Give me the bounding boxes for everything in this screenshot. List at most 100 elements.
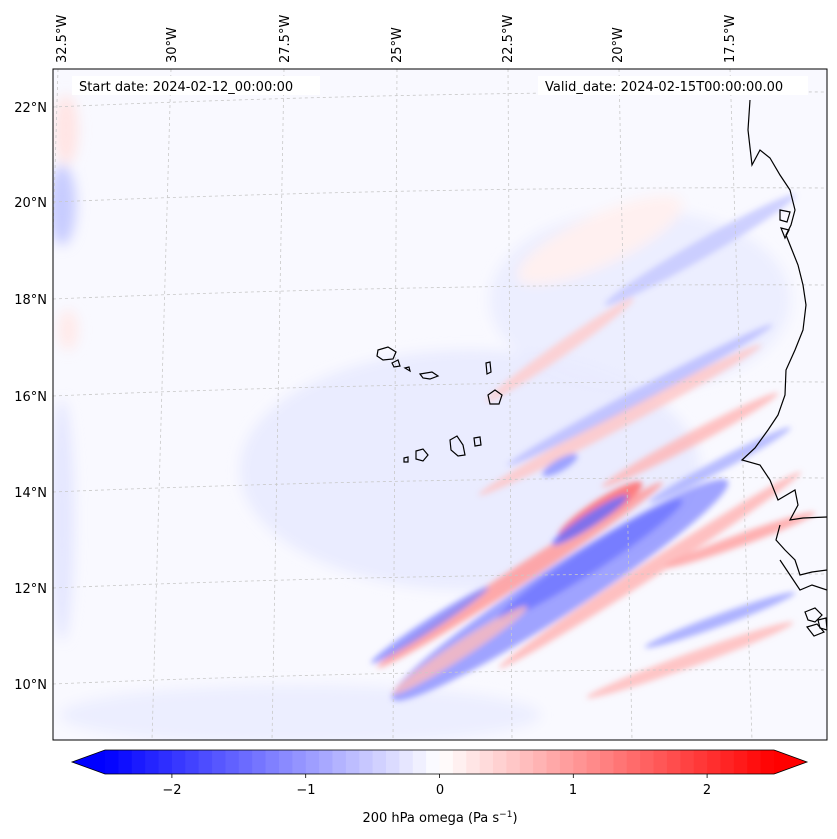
bissagos-islands (804, 607, 823, 623)
parallel-line (53, 284, 827, 300)
omega-subsidence-band (377, 482, 663, 668)
colorbar-cell (145, 750, 160, 774)
cape-verde-fogo (415, 448, 429, 462)
lon-label: 17.5°W (723, 15, 738, 63)
colorbar-cell (399, 750, 414, 774)
colorbar-cell (359, 750, 374, 774)
colorbar-cell (426, 750, 441, 774)
colorbar-cell (506, 750, 521, 774)
valid-date-box (538, 76, 808, 95)
bissagos-islands (817, 617, 827, 631)
omega-weak-ascent (53, 400, 74, 640)
colorbar-cell (613, 750, 628, 774)
colorbar-cell (479, 750, 494, 774)
parallel-line (53, 669, 827, 685)
coast-island (779, 209, 791, 223)
africa-coastline (779, 559, 827, 591)
colorbar-label: 200 hPa omega (Pa s−1) (362, 810, 517, 826)
colorbar-cell (238, 750, 253, 774)
colorbar-cell (666, 750, 681, 774)
lat-label: 18°N (14, 293, 47, 308)
colorbar-cell (278, 750, 293, 774)
lon-label: 22.5°W (501, 15, 516, 63)
bissagos-islands (805, 623, 826, 637)
omega-weak-subsidence (54, 95, 78, 165)
omega-subsidence-band (498, 471, 802, 669)
colorbar-cell (747, 750, 762, 774)
colorbar-cell (519, 750, 534, 774)
colorbar-cell (493, 750, 507, 774)
cape-verde-santiago (449, 435, 466, 457)
omega-ascent-band (644, 592, 796, 648)
colorbar-cell (131, 750, 146, 774)
colorbar-cell (412, 750, 427, 774)
colorbar-cell (332, 750, 347, 774)
omega-field (53, 69, 827, 740)
map-panel (52, 68, 828, 741)
colorbar-cell (225, 750, 240, 774)
coast-island (780, 227, 790, 240)
colorbar-cell (185, 750, 200, 774)
colorbar-cell (105, 750, 119, 774)
colorbar-cell (385, 750, 400, 774)
parallel-line (53, 477, 827, 493)
colorbar-cell (252, 750, 267, 774)
colorbar-cell (439, 750, 454, 774)
colorbar-cell (372, 750, 387, 774)
colorbar-cell (760, 750, 775, 774)
omega-ascent-band (371, 586, 489, 664)
africa-coastline (775, 524, 827, 576)
omega-subsidence-band (586, 621, 794, 699)
lat-label: 10°N (14, 678, 47, 693)
parallel-line (53, 91, 827, 108)
cape-verde-brava (403, 456, 409, 463)
colorbar: −2 −1 0 1 2 200 hPa omega (Pa s−1) (70, 749, 809, 826)
lat-label: 20°N (14, 196, 47, 211)
coastlines (376, 99, 827, 637)
colorbar-cell (198, 750, 213, 774)
omega-weak-ascent (53, 165, 76, 245)
colorbar-outline (70, 749, 809, 775)
cape-verde-boa-vista (487, 389, 503, 405)
meridian-line (151, 69, 172, 740)
lon-label: 25°W (390, 27, 405, 63)
colorbar-cell (720, 750, 735, 774)
cape-verde-sal (485, 361, 492, 375)
colorbar-cell (305, 750, 320, 774)
omega-ascent-band (542, 453, 578, 477)
colorbar-label-exponent: −1 (499, 810, 512, 820)
meridian-line (392, 69, 398, 740)
lon-label: 32.5°W (55, 15, 70, 63)
cape-verde-sao-vicente (391, 359, 401, 368)
colorbar-cell (653, 750, 668, 774)
omega-ascent-band (497, 499, 683, 621)
start-date-text: Start date: 2024-02-12_00:00:00 (79, 80, 293, 95)
omega-ascent-band (552, 494, 628, 546)
colorbar-cell (586, 750, 601, 774)
colorbar-tick-label: 1 (569, 783, 577, 798)
colorbar-cell (640, 750, 655, 774)
colorbar-cells (105, 750, 775, 774)
cape-verde-santa-luzia (403, 366, 411, 373)
colorbar-cell (533, 750, 548, 774)
colorbar-cell (559, 750, 574, 774)
colorbar-cell (693, 750, 708, 774)
lat-label: 12°N (14, 582, 47, 597)
omega-bands (371, 194, 816, 701)
omega-subsidence-band (486, 298, 634, 402)
omega-weak-ascent (60, 685, 540, 740)
colorbar-cell (733, 750, 748, 774)
colorbar-cell (680, 750, 695, 774)
lat-label: 16°N (14, 390, 47, 405)
cape-verde-maio (473, 436, 482, 447)
lat-label: 22°N (14, 101, 47, 116)
colorbar-tick-label: 0 (436, 783, 444, 798)
colorbar-cell (118, 750, 133, 774)
cape-verde-santo-antao (376, 346, 397, 361)
omega-ascent-band (507, 324, 773, 466)
graticule (53, 69, 827, 740)
cape-verde-sao-nicolau (418, 371, 440, 380)
colorbar-cell (158, 750, 173, 774)
colorbar-cell (452, 750, 467, 774)
colorbar-tick-label: −1 (296, 783, 315, 798)
